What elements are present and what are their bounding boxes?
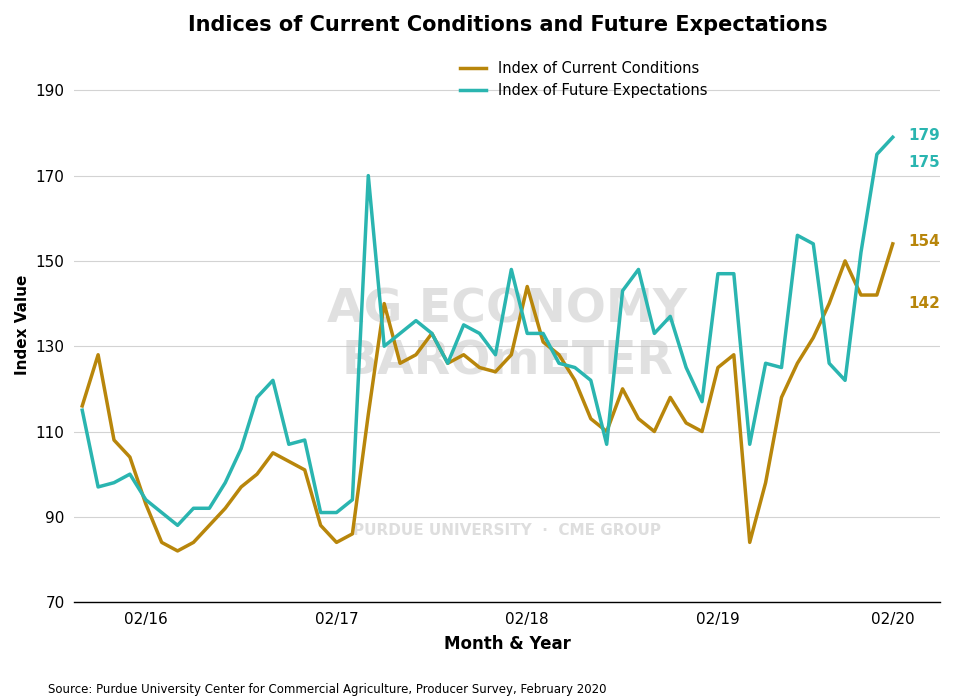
Legend: Index of Current Conditions, Index of Future Expectations: Index of Current Conditions, Index of Fu… bbox=[454, 55, 713, 104]
Text: AG ECONOMY
BAROmETER: AG ECONOMY BAROmETER bbox=[327, 287, 687, 384]
X-axis label: Month & Year: Month & Year bbox=[444, 635, 571, 653]
Y-axis label: Index Value: Index Value bbox=[15, 275, 30, 375]
Text: 175: 175 bbox=[909, 155, 941, 171]
Text: Source: Purdue University Center for Commercial Agriculture, Producer Survey, Fe: Source: Purdue University Center for Com… bbox=[48, 683, 607, 695]
Text: 154: 154 bbox=[909, 235, 941, 249]
Text: PURDUE UNIVERSITY  ·  CME GROUP: PURDUE UNIVERSITY · CME GROUP bbox=[353, 523, 661, 537]
Title: Indices of Current Conditions and Future Expectations: Indices of Current Conditions and Future… bbox=[187, 15, 828, 35]
Text: 179: 179 bbox=[909, 127, 941, 143]
Text: 142: 142 bbox=[909, 296, 941, 311]
